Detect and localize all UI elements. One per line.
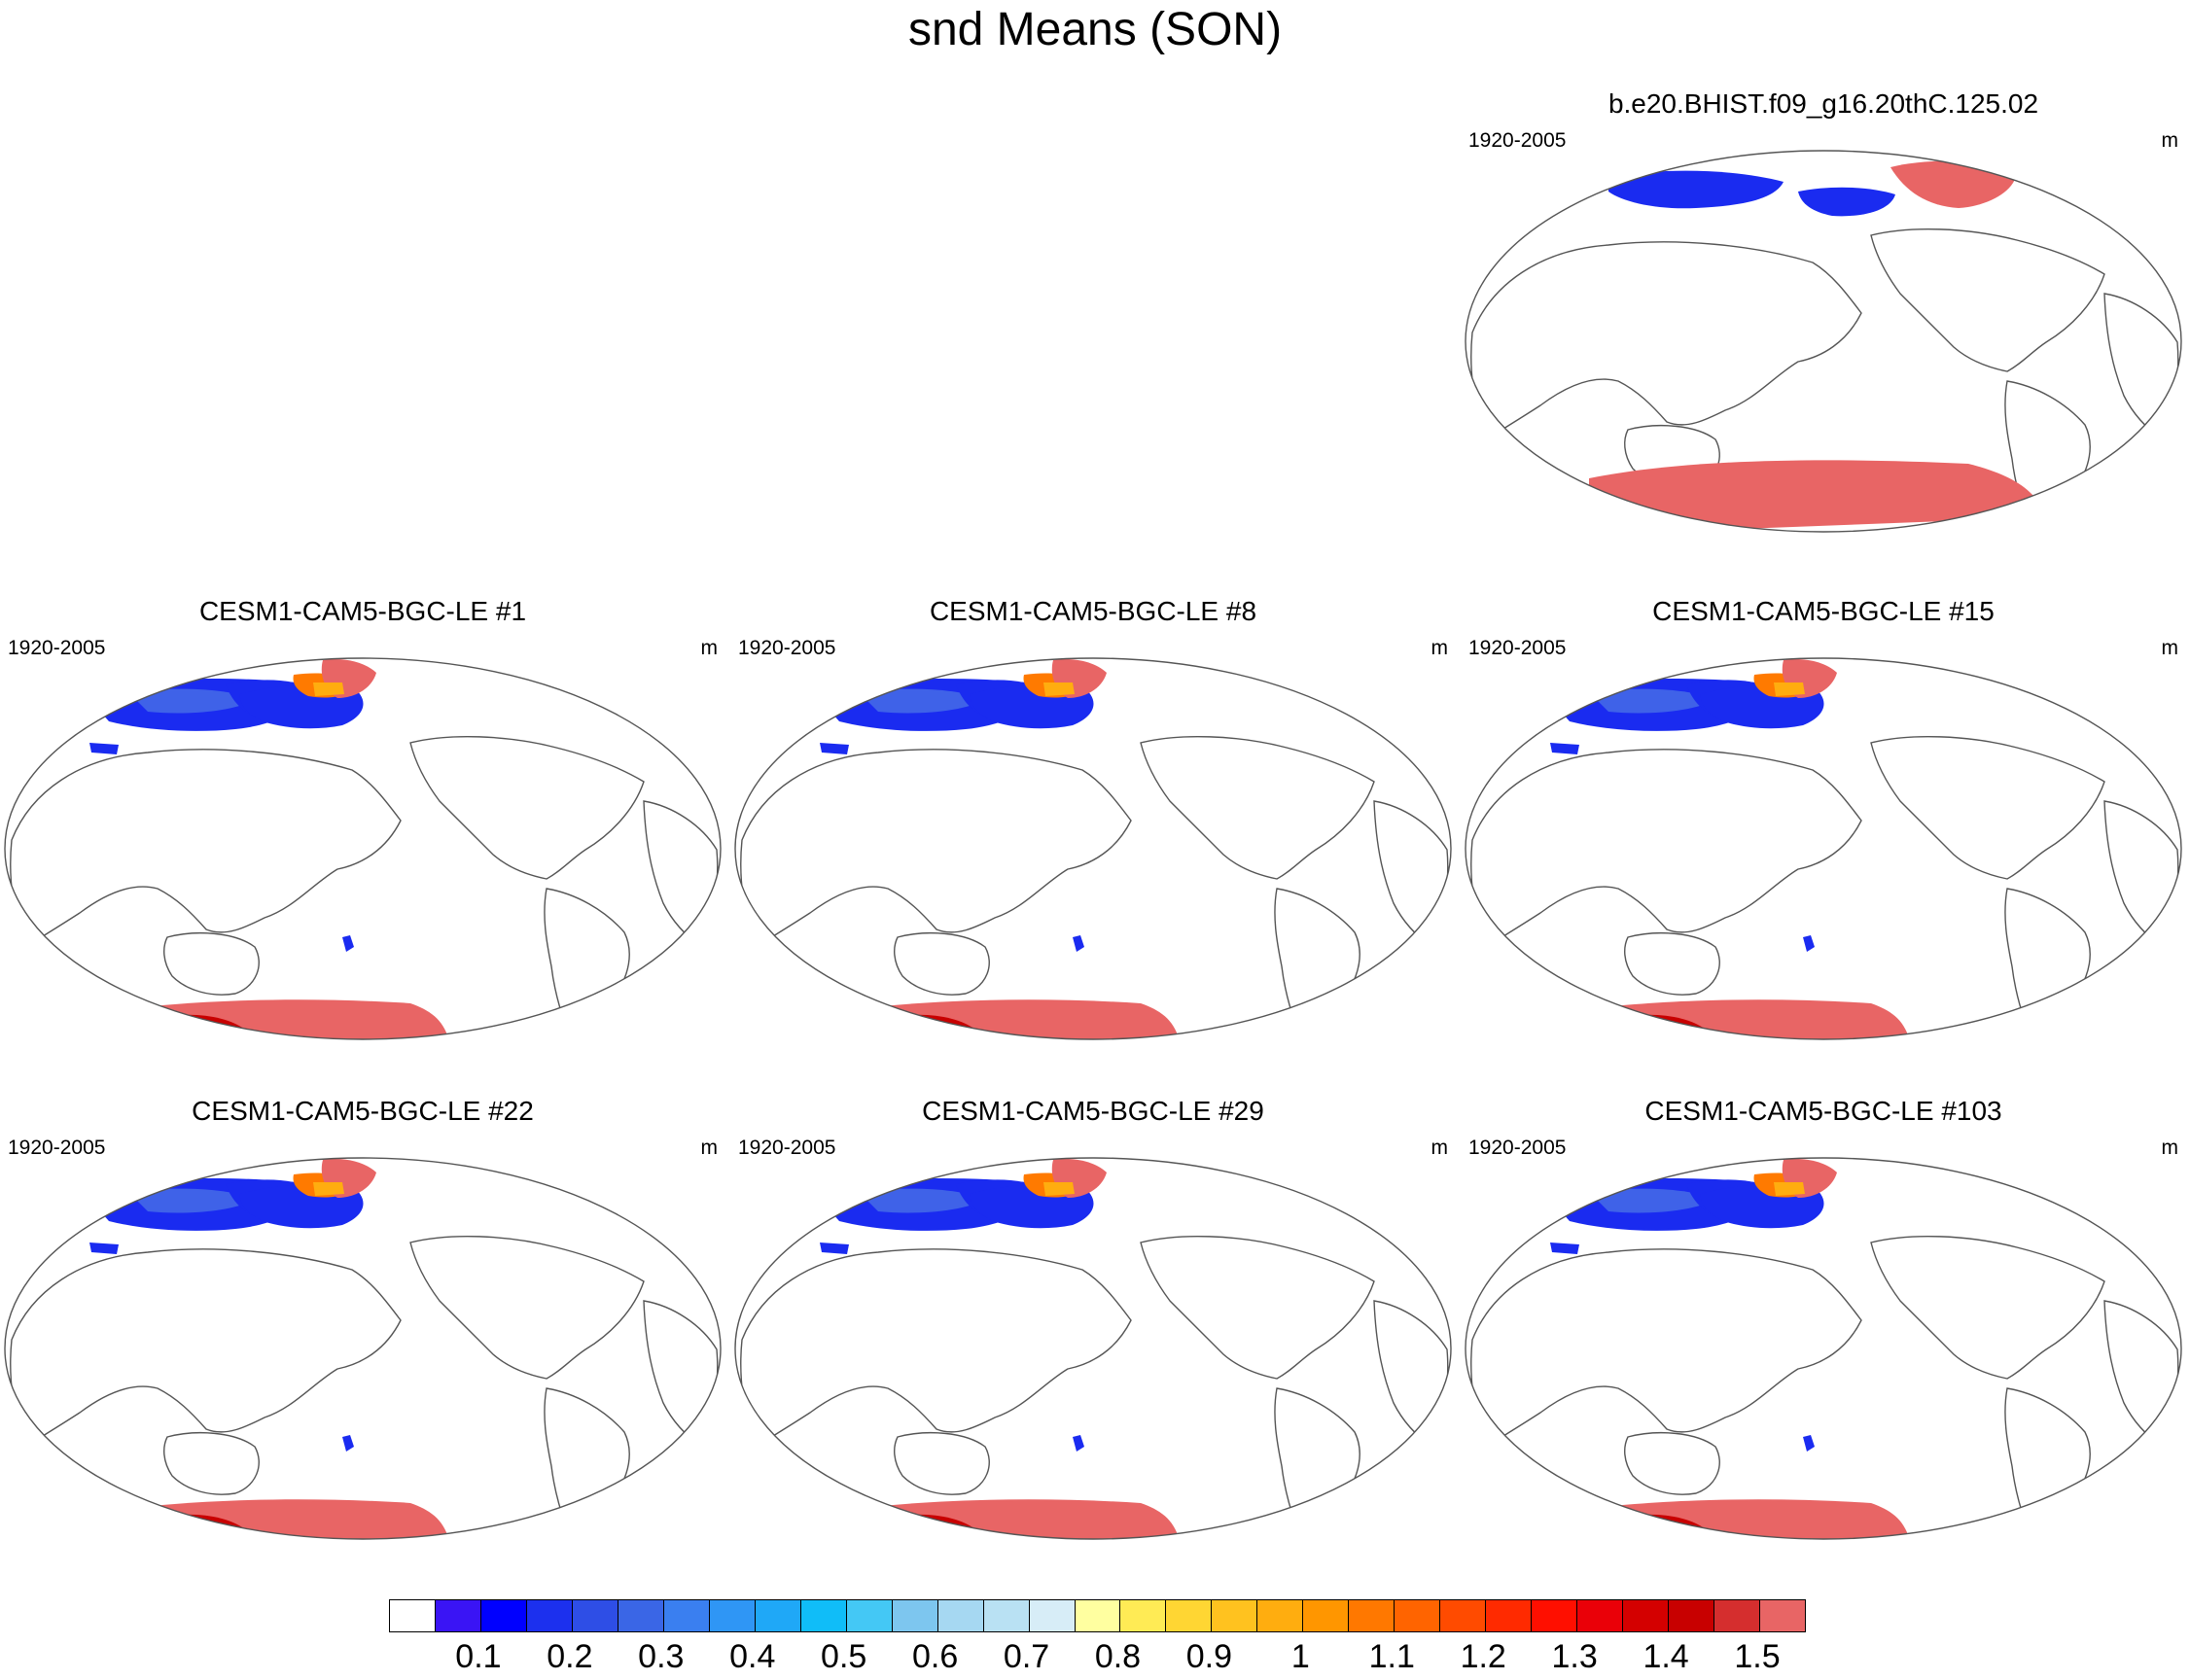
colorbar-swatch [1028, 1599, 1076, 1632]
colorbar-tick-label: 0.5 [821, 1638, 867, 1675]
colorbar-swatch [1256, 1599, 1304, 1632]
colorbar-swatch [1302, 1599, 1350, 1632]
map-panel-member-29: CESM1-CAM5-BGC-LE #29 1920-2005 m [732, 1095, 1454, 1542]
colorbar-tick-label: 1.5 [1734, 1638, 1781, 1675]
map-container [1463, 655, 2184, 1042]
panel-title: CESM1-CAM5-BGC-LE #103 [1644, 1096, 2002, 1126]
panel-title: CESM1-CAM5-BGC-LE #1 [198, 596, 527, 626]
colorbar-swatch [1576, 1599, 1624, 1632]
colorbar-swatch [936, 1599, 984, 1632]
map-container [1463, 1155, 2184, 1542]
colorbar-swatch [708, 1599, 756, 1632]
world-map [4, 657, 722, 1040]
colorbar-tick-label: 0.1 [455, 1638, 502, 1675]
world-map [1465, 1157, 2182, 1540]
map-panel-member-22: CESM1-CAM5-BGC-LE #22 1920-2005 m [2, 1095, 724, 1542]
colorbar-swatch [389, 1599, 436, 1632]
map-container [732, 655, 1454, 1042]
colorbar-swatch [1485, 1599, 1533, 1632]
map-panel-observed: b.e20.BHIST.f09_g16.20thC.125.02 1920-200… [1463, 88, 2184, 535]
panel-units: m [700, 637, 719, 659]
colorbar-tick-label: 1.2 [1460, 1638, 1506, 1675]
panel-units: m [2161, 1137, 2179, 1159]
panel-period: 1920-2005 [1468, 1137, 1567, 1159]
colorbar-swatch [1439, 1599, 1487, 1632]
map-container [2, 655, 724, 1042]
colorbar-tick-label: 0.4 [729, 1638, 776, 1675]
colorbar-swatch [891, 1599, 938, 1632]
map-container [1463, 148, 2184, 535]
panel-units: m [1431, 1137, 1449, 1159]
colorbar-swatch [1759, 1599, 1806, 1632]
panel-units: m [2161, 129, 2179, 152]
colorbar-tick-label: 1.4 [1642, 1638, 1689, 1675]
colorbar-swatch [1394, 1599, 1441, 1632]
world-map [734, 1157, 1452, 1540]
colorbar-tick-label: 1.1 [1368, 1638, 1415, 1675]
colorbar-swatch [571, 1599, 618, 1632]
panel-title: CESM1-CAM5-BGC-LE #15 [1652, 596, 1995, 626]
map-panel-member-1: CESM1-CAM5-BGC-LE #1 1920-2005 m [2, 595, 724, 1042]
panel-units: m [2161, 637, 2179, 659]
colorbar-swatch [662, 1599, 710, 1632]
world-map [4, 1157, 722, 1540]
panel-period: 1920-2005 [1468, 637, 1567, 659]
colorbar-tick-label: 0.2 [547, 1638, 593, 1675]
panel-period: 1920-2005 [8, 637, 106, 659]
colorbar-swatch [525, 1599, 573, 1632]
colorbar-tick-label: 0.6 [911, 1638, 959, 1675]
colorbar-swatch [1622, 1599, 1670, 1632]
panel-period: 1920-2005 [738, 1137, 836, 1159]
colorbar-tick-label: 0.9 [1185, 1638, 1233, 1675]
panel-units: m [700, 1137, 719, 1159]
map-panel-member-8: CESM1-CAM5-BGC-LE #8 1920-2005 m [732, 595, 1454, 1042]
colorbar-tick-label: 0.7 [1003, 1638, 1050, 1675]
colorbar-swatch [479, 1599, 527, 1632]
colorbar-swatch [1074, 1599, 1121, 1632]
colorbar-tick-label: 1.3 [1551, 1638, 1598, 1675]
colorbar-swatch [982, 1599, 1030, 1632]
world-map [1465, 150, 2182, 533]
map-panel-member-15: CESM1-CAM5-BGC-LE #15 1920-2005 m [1463, 595, 2184, 1042]
map-container [2, 1155, 724, 1542]
colorbar-swatch [1211, 1599, 1258, 1632]
panel-title: CESM1-CAM5-BGC-LE #22 [192, 1096, 534, 1126]
panel-units: m [1431, 637, 1449, 659]
colorbar [389, 1599, 1806, 1632]
panel-title: CESM1-CAM5-BGC-LE #8 [929, 596, 1257, 626]
colorbar-swatch [1713, 1599, 1761, 1632]
panel-period: 1920-2005 [8, 1137, 106, 1159]
panel-title: b.e20.BHIST.f09_g16.20thC.125.02 [1607, 88, 2039, 119]
colorbar-tick-label: 1 [1290, 1638, 1310, 1675]
figure-title: snd Means (SON) [907, 4, 1283, 55]
colorbar-swatch [845, 1599, 893, 1632]
colorbar-swatch [434, 1599, 481, 1632]
colorbar-swatch [754, 1599, 801, 1632]
world-map [734, 657, 1452, 1040]
panel-period: 1920-2005 [1468, 129, 1567, 152]
colorbar-swatch [1531, 1599, 1578, 1632]
panel-period: 1920-2005 [738, 637, 836, 659]
colorbar-swatch [1348, 1599, 1395, 1632]
panel-title: CESM1-CAM5-BGC-LE #29 [922, 1096, 1264, 1126]
map-container [732, 1155, 1454, 1542]
world-map [1465, 657, 2182, 1040]
map-panel-member-103: CESM1-CAM5-BGC-LE #103 1920-2005 m [1463, 1095, 2184, 1542]
colorbar-tick-label: 0.8 [1094, 1638, 1142, 1675]
colorbar-tick-label: 0.3 [638, 1638, 685, 1675]
colorbar-swatch [799, 1599, 847, 1632]
colorbar-swatch [1165, 1599, 1213, 1632]
colorbar-swatch [1119, 1599, 1167, 1632]
colorbar-swatch [1668, 1599, 1715, 1632]
colorbar-swatch [617, 1599, 664, 1632]
